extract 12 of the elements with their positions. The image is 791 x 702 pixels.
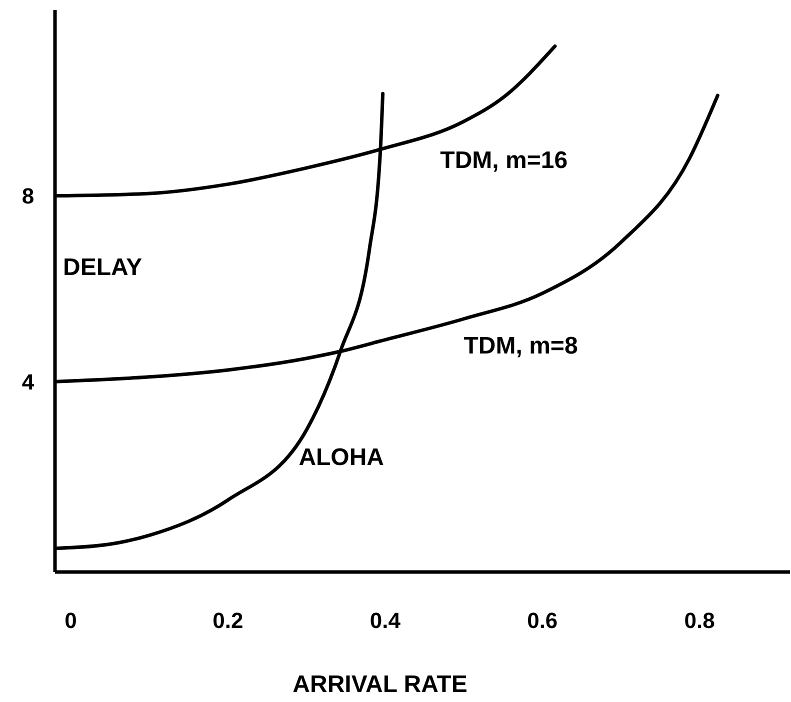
x-axis-title: ARRIVAL RATE (292, 671, 468, 698)
series-label: TDM, m=8 (464, 332, 578, 360)
x-tick-label: 0.8 (684, 608, 715, 633)
y-axis-title: DELAY (63, 254, 142, 281)
x-tick-label: 0 (64, 608, 77, 633)
y-tick-label: 8 (22, 183, 34, 208)
series-label: ALOHA (298, 444, 384, 472)
y-tick-label: 4 (22, 369, 35, 394)
x-tick-label: 0.6 (527, 608, 558, 633)
series-label: TDM, m=16 (440, 146, 568, 174)
x-tick-label: 0.4 (370, 608, 402, 633)
x-tick-label: 0.2 (212, 608, 244, 633)
